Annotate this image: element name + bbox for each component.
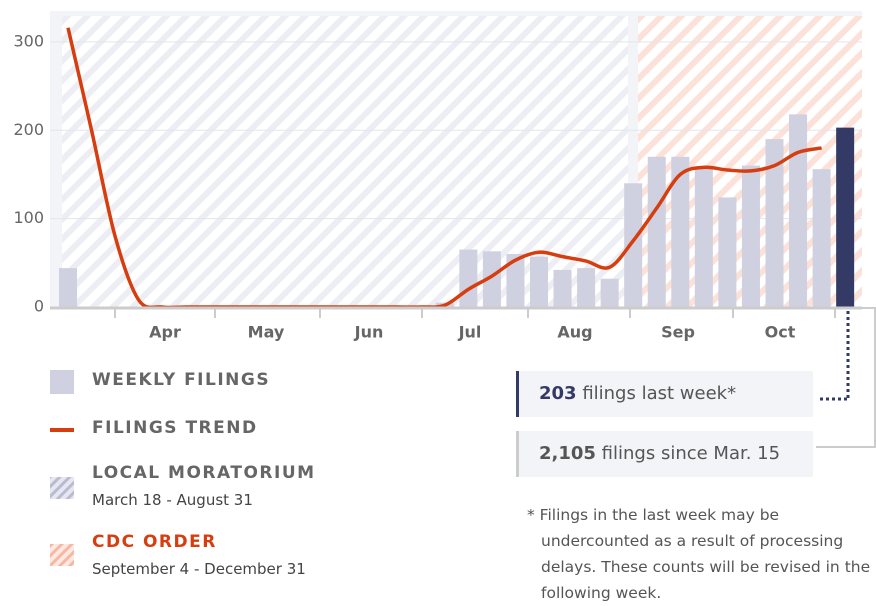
bar <box>59 268 77 307</box>
x-tick-label: Jun <box>354 323 384 342</box>
bar <box>718 197 737 307</box>
bar <box>789 114 808 307</box>
legend-swatch <box>50 544 74 566</box>
legend-label: WEEKLY FILINGS <box>92 370 271 390</box>
bar <box>812 169 831 307</box>
last-week-box: 203 filings last week* <box>516 371 813 417</box>
bar <box>506 253 525 307</box>
since-box: 2,105 filings since Mar. 15 <box>516 431 813 477</box>
count: 2,105 <box>539 443 596 464</box>
legend-sub: September 4 - December 31 <box>92 560 306 578</box>
bar <box>577 268 596 307</box>
bar <box>553 269 572 307</box>
bar <box>530 256 548 307</box>
legend-swatch <box>50 477 74 499</box>
legend-sub: March 18 - August 31 <box>92 491 253 509</box>
x-tick-label: Oct <box>765 323 796 342</box>
x-tick-label: Apr <box>149 323 181 342</box>
x-tick-label: Sep <box>661 323 695 342</box>
count: 203 <box>539 383 577 404</box>
y-tick-label: 0 <box>34 297 44 316</box>
bar <box>600 278 619 307</box>
y-tick-label: 200 <box>13 120 44 139</box>
x-tick-label: May <box>248 323 285 342</box>
bar <box>459 249 478 307</box>
bar <box>482 251 501 307</box>
bar <box>694 168 713 307</box>
bar <box>647 156 666 307</box>
bar <box>765 139 784 307</box>
text: filings last week* <box>582 383 737 404</box>
legend-label: FILINGS TREND <box>92 418 258 438</box>
legend-label: LOCAL MORATORIUM <box>92 463 316 483</box>
footnote: * Filings in the last week may be underc… <box>527 506 871 602</box>
legend-swatch <box>50 370 74 394</box>
bar <box>624 183 643 307</box>
y-tick-label: 300 <box>13 31 44 50</box>
text: filings since Mar. 15 <box>601 443 781 464</box>
x-tick-label: Aug <box>557 323 592 342</box>
y-tick-label: 100 <box>13 208 44 227</box>
bar <box>671 156 690 307</box>
bracket <box>816 307 876 448</box>
legend-label: CDC ORDER <box>92 532 217 552</box>
bar <box>741 165 760 307</box>
bar <box>836 127 855 307</box>
x-tick-label: Jul <box>458 323 482 342</box>
